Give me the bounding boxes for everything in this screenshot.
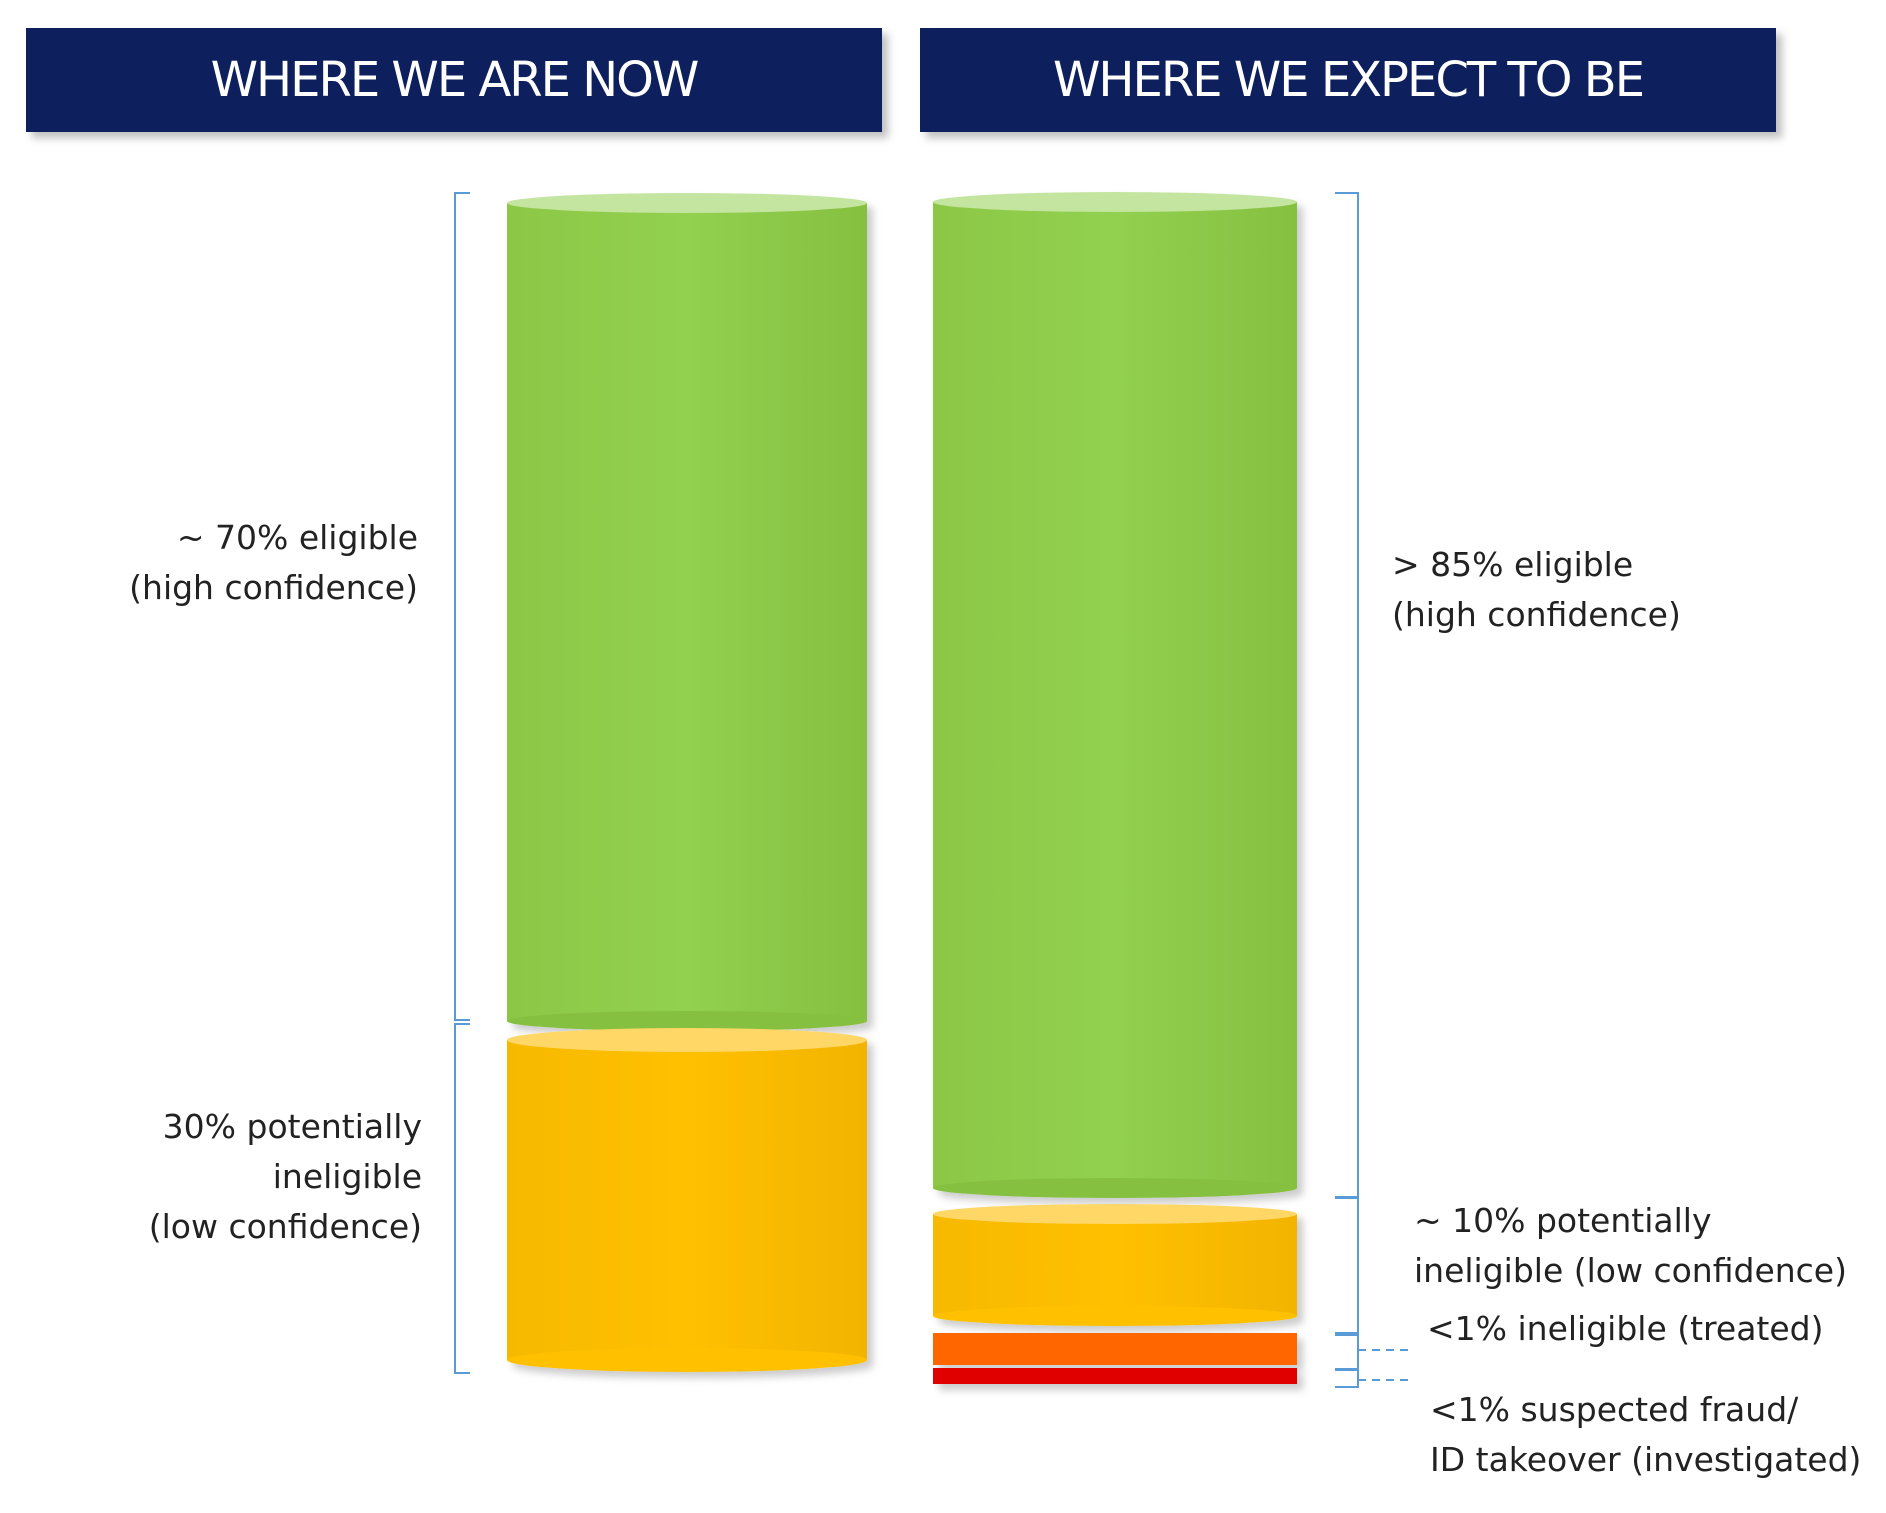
now-eligible-bracket — [454, 192, 470, 1021]
header-where-we-are-now: WHERE WE ARE NOW — [26, 28, 882, 132]
expect-potentially-ineligible-bracket — [1335, 1197, 1359, 1334]
expect-suspected-fraud-label: <1% suspected fraud/ ID takeover (invest… — [1430, 1390, 1862, 1479]
expect-potentially-ineligible-cylinder — [933, 1204, 1297, 1326]
now-potentially-ineligible-bracket — [454, 1023, 470, 1374]
now-eligible-cylinder — [507, 193, 867, 1031]
expect-ineligible-treated-bracket — [1335, 1334, 1359, 1370]
expect-eligible-bracket — [1335, 192, 1359, 1198]
header-where-we-expect-to-be: WHERE WE EXPECT TO BE — [920, 28, 1776, 132]
now-potentially-ineligible-cylinder — [507, 1028, 867, 1372]
expect-potentially-ineligible-label: ~ 10% potentially ineligible (low confid… — [1414, 1201, 1847, 1290]
expect-eligible-cylinder — [933, 192, 1297, 1198]
expect-ineligible-treated-label: <1% ineligible (treated) — [1427, 1309, 1824, 1348]
expect-suspected-fraud-bracket — [1335, 1369, 1359, 1388]
now-column — [507, 193, 867, 1372]
expect-eligible-label: > 85% eligible (high confidence) — [1392, 545, 1681, 634]
expect-suspected-fraud-bar — [933, 1368, 1297, 1384]
expect-column — [933, 192, 1297, 1384]
expect-ineligible-treated-bar — [933, 1333, 1297, 1365]
now-potentially-ineligible-label: 30% potentially ineligible (low confiden… — [148, 1107, 422, 1246]
now-eligible-label: ~ 70% eligible (high confidence) — [129, 518, 418, 607]
brackets — [454, 192, 1412, 1388]
